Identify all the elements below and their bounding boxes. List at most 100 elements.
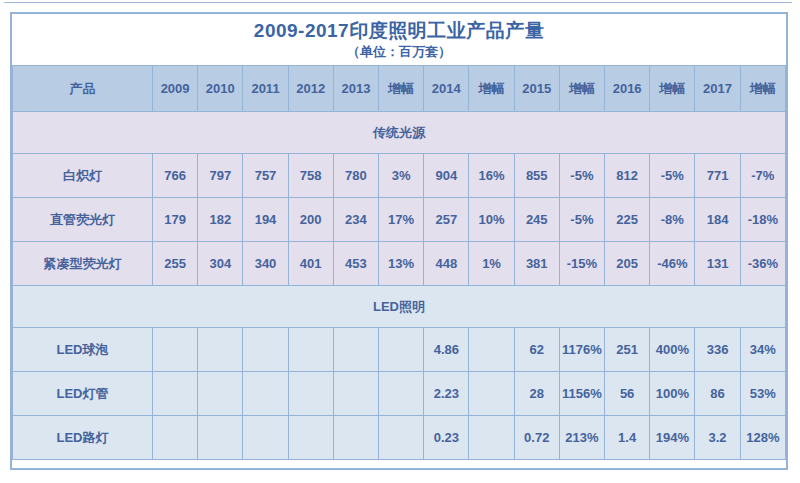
- value-cell: 53%: [740, 372, 785, 416]
- value-cell: 34%: [740, 328, 785, 372]
- value-cell: [288, 328, 333, 372]
- value-cell: 251: [605, 328, 650, 372]
- value-cell: 904: [424, 154, 469, 198]
- column-header-product: 产品: [13, 66, 153, 112]
- value-cell: 245: [514, 198, 559, 242]
- value-cell: 453: [333, 242, 378, 286]
- product-name: 紧凑型荧光灯: [13, 242, 153, 286]
- product-name: LED路灯: [13, 416, 153, 460]
- value-cell: [243, 372, 288, 416]
- product-name: 白炽灯: [13, 154, 153, 198]
- value-cell: 400%: [650, 328, 695, 372]
- production-table: 2009-2017印度照明工业产品产量 （单位：百万套） 产品200920102…: [10, 12, 788, 470]
- value-cell: 200: [288, 198, 333, 242]
- table-row: 紧凑型荧光灯25530434040145313%4481%381-15%205-…: [13, 242, 786, 286]
- value-cell: 797: [198, 154, 243, 198]
- value-cell: [198, 372, 243, 416]
- value-cell: 0.23: [424, 416, 469, 460]
- value-cell: 381: [514, 242, 559, 286]
- value-cell: [333, 372, 378, 416]
- value-cell: 179: [153, 198, 198, 242]
- table-row: LED路灯0.230.72213%1.4194%3.2128%: [13, 416, 786, 460]
- value-cell: 62: [514, 328, 559, 372]
- value-cell: 3.2: [695, 416, 740, 460]
- value-cell: -18%: [740, 198, 785, 242]
- value-cell: [243, 416, 288, 460]
- value-cell: [379, 372, 424, 416]
- column-header: 2011: [243, 66, 288, 112]
- section-header: 传统光源: [13, 112, 786, 154]
- value-cell: 780: [333, 154, 378, 198]
- value-cell: 86: [695, 372, 740, 416]
- column-header: 2009: [153, 66, 198, 112]
- value-cell: [333, 416, 378, 460]
- product-name: LED球泡: [13, 328, 153, 372]
- value-cell: [153, 328, 198, 372]
- value-cell: [198, 328, 243, 372]
- value-cell: -5%: [559, 154, 604, 198]
- table-row: LED灯管 2.23 281156%56100%8653%: [13, 372, 786, 416]
- value-cell: -5%: [559, 198, 604, 242]
- value-cell: [469, 416, 514, 460]
- value-cell: 184: [695, 198, 740, 242]
- value-cell: 304: [198, 242, 243, 286]
- value-cell: 771: [695, 154, 740, 198]
- value-cell: [379, 328, 424, 372]
- value-cell: [333, 328, 378, 372]
- value-cell: [469, 328, 514, 372]
- product-name: LED灯管: [13, 372, 153, 416]
- table-row: LED球泡 4.86 621176%251400%33634%: [13, 328, 786, 372]
- value-cell: 336: [695, 328, 740, 372]
- column-header: 2012: [288, 66, 333, 112]
- value-cell: -5%: [650, 154, 695, 198]
- value-cell: 2.23: [424, 372, 469, 416]
- value-cell: 28: [514, 372, 559, 416]
- table-title-block: 2009-2017印度照明工业产品产量 （单位：百万套）: [12, 14, 786, 65]
- value-cell: 1.4: [605, 416, 650, 460]
- value-cell: [198, 416, 243, 460]
- column-header: 2010: [198, 66, 243, 112]
- column-header: 增幅: [469, 66, 514, 112]
- value-cell: [469, 372, 514, 416]
- value-cell: 128%: [740, 416, 785, 460]
- value-cell: 225: [605, 198, 650, 242]
- column-header: 2016: [605, 66, 650, 112]
- value-cell: [153, 372, 198, 416]
- column-header: 增幅: [650, 66, 695, 112]
- value-cell: -46%: [650, 242, 695, 286]
- header-row: 产品20092010201120122013增幅2014增幅2015增幅2016…: [13, 66, 786, 112]
- product-name: 直管荧光灯: [13, 198, 153, 242]
- value-cell: 131: [695, 242, 740, 286]
- value-cell: -15%: [559, 242, 604, 286]
- value-cell: 100%: [650, 372, 695, 416]
- value-cell: 13%: [379, 242, 424, 286]
- value-cell: -8%: [650, 198, 695, 242]
- column-header: 2014: [424, 66, 469, 112]
- value-cell: 194: [243, 198, 288, 242]
- value-cell: 766: [153, 154, 198, 198]
- value-cell: 855: [514, 154, 559, 198]
- value-cell: 1176%: [559, 328, 604, 372]
- value-cell: 255: [153, 242, 198, 286]
- value-cell: [153, 416, 198, 460]
- column-header: 2013: [333, 66, 378, 112]
- section-row: 传统光源: [13, 112, 786, 154]
- value-cell: -36%: [740, 242, 785, 286]
- column-header: 增幅: [379, 66, 424, 112]
- value-cell: 401: [288, 242, 333, 286]
- top-border-line: [4, 2, 792, 3]
- value-cell: 4.86: [424, 328, 469, 372]
- table-row: 直管荧光灯17918219420023417%25710%245-5%225-8…: [13, 198, 786, 242]
- value-cell: 3%: [379, 154, 424, 198]
- value-cell: 205: [605, 242, 650, 286]
- value-cell: 1156%: [559, 372, 604, 416]
- value-cell: [243, 328, 288, 372]
- column-header: 2017: [695, 66, 740, 112]
- value-cell: 56: [605, 372, 650, 416]
- value-cell: -7%: [740, 154, 785, 198]
- table-title: 2009-2017印度照明工业产品产量: [254, 19, 544, 43]
- value-cell: 234: [333, 198, 378, 242]
- value-cell: 182: [198, 198, 243, 242]
- value-cell: 0.72: [514, 416, 559, 460]
- column-header: 增幅: [559, 66, 604, 112]
